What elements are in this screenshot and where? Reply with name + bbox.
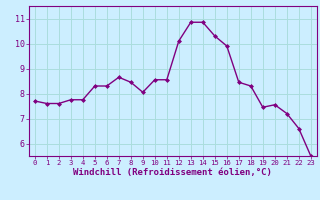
X-axis label: Windchill (Refroidissement éolien,°C): Windchill (Refroidissement éolien,°C) bbox=[73, 168, 272, 177]
